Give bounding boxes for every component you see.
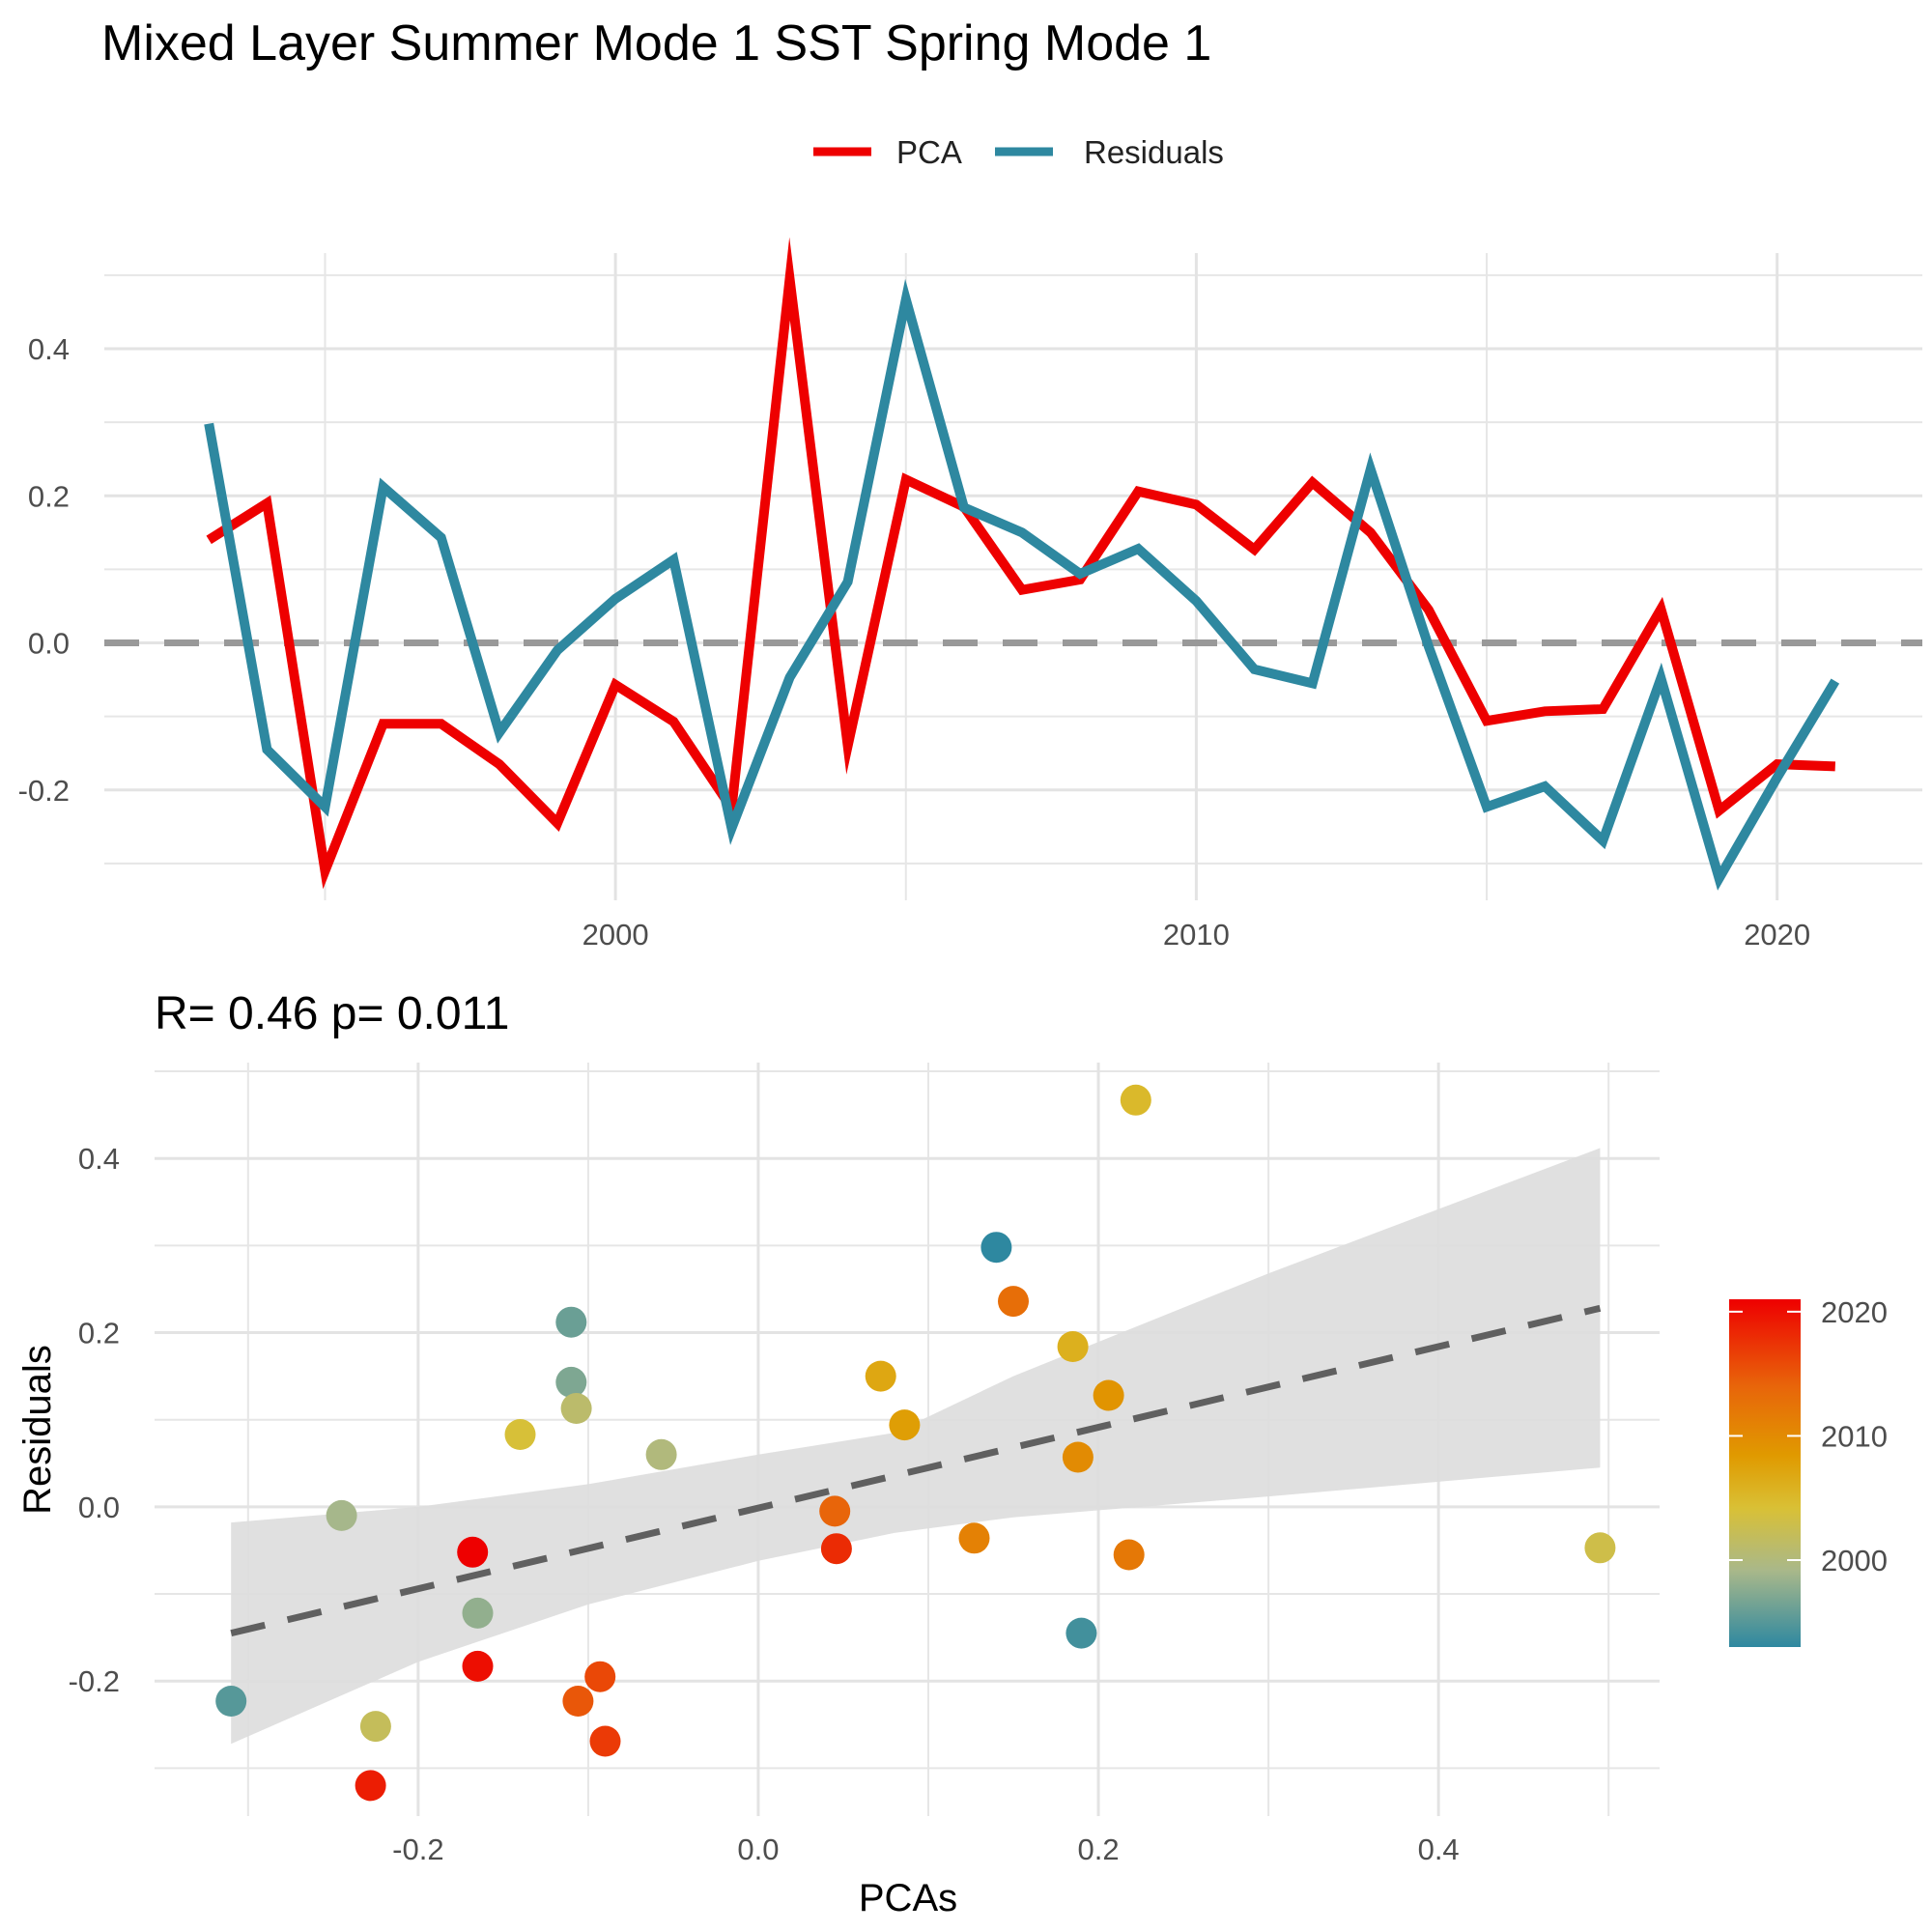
scatter-point <box>1062 1441 1094 1473</box>
scatter-point <box>504 1419 536 1450</box>
y-tick-label: -0.2 <box>69 1664 120 1698</box>
scatter-point <box>998 1286 1029 1318</box>
scatter-point <box>980 1232 1012 1264</box>
x-tick-label: 0.4 <box>1418 1833 1460 1866</box>
y-tick-label: 0.2 <box>28 479 70 513</box>
scatter-point <box>889 1409 921 1441</box>
scatter-point <box>462 1597 494 1629</box>
colorbar-label: 2020 <box>1821 1295 1888 1329</box>
scatter-point <box>457 1536 489 1568</box>
x-axis-title: PCAs <box>859 1877 957 1919</box>
scatter-point <box>562 1686 594 1717</box>
scatter-point <box>958 1522 990 1554</box>
scatter-panel: -0.2 0.0 0.2 0.4 -0.2 0.0 0.2 0.4 <box>69 1063 1660 1866</box>
scatter-point <box>215 1686 247 1717</box>
regression-line <box>230 1304 1602 1637</box>
scatter-point <box>555 1366 587 1398</box>
scatter-point <box>359 1711 391 1743</box>
scatter-point <box>589 1725 621 1757</box>
legend-pca-label: PCA <box>896 134 962 170</box>
x-tick-label: -0.2 <box>392 1833 443 1866</box>
y-tick-label: -0.2 <box>18 774 70 808</box>
x-tick-label: 0.2 <box>1077 1833 1119 1866</box>
y-axis-title: Residuals <box>16 1345 59 1515</box>
scatter-point <box>326 1499 357 1531</box>
scatter-point <box>1113 1539 1145 1571</box>
scatter-point <box>560 1393 592 1424</box>
scatter-point <box>819 1495 851 1527</box>
time-series-panel: -0.2 0.0 0.2 0.4 2000 2010 2020 <box>18 237 1922 952</box>
colorbar-gradient <box>1729 1299 1801 1647</box>
scatter-point <box>1057 1331 1089 1362</box>
scatter-point <box>865 1360 896 1392</box>
y-tick-label: 0.0 <box>28 627 70 661</box>
scatter-point <box>555 1306 587 1338</box>
y-tick-label: 0.4 <box>78 1142 120 1176</box>
scatter-point <box>355 1770 386 1802</box>
x-tick-label: 0.0 <box>737 1833 779 1866</box>
x-tick-label: 2000 <box>582 918 649 952</box>
scatter-point <box>1120 1084 1151 1116</box>
confidence-band <box>231 1148 1601 1745</box>
x-tick-label: 2010 <box>1163 918 1230 952</box>
scatter-point <box>820 1533 852 1565</box>
scatter-point <box>584 1661 616 1692</box>
series-line-pca <box>206 237 1835 890</box>
legend: PCA Residuals <box>813 134 1224 170</box>
y-tick-label: 0.2 <box>78 1317 120 1350</box>
legend-residuals-label: Residuals <box>1084 134 1224 170</box>
y-tick-label: 0.4 <box>28 332 70 366</box>
scatter-point <box>462 1650 494 1682</box>
y-tick-label: 0.0 <box>78 1491 120 1524</box>
scatter-point <box>1065 1617 1097 1649</box>
series-line-residuals <box>204 278 1840 891</box>
scatter-point <box>1093 1379 1124 1411</box>
x-tick-label: 2020 <box>1744 918 1810 952</box>
colorbar: 2020 2010 2000 <box>1729 1295 1888 1647</box>
chart-title: Mixed Layer Summer Mode 1 SST Spring Mod… <box>101 15 1211 71</box>
stat-label: R= 0.46 p= 0.011 <box>155 988 509 1039</box>
colorbar-label: 2010 <box>1821 1419 1888 1453</box>
colorbar-label: 2000 <box>1821 1544 1888 1577</box>
scatter-point <box>645 1438 677 1470</box>
scatter-point <box>1584 1532 1616 1564</box>
